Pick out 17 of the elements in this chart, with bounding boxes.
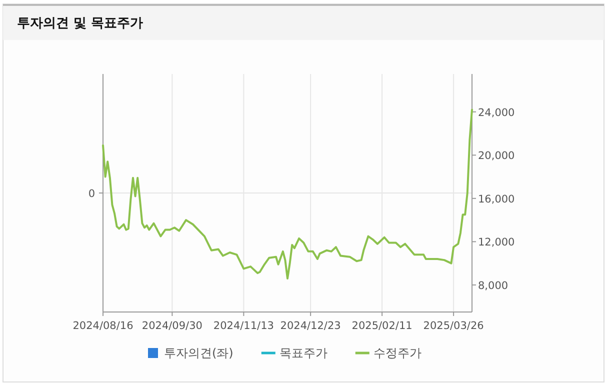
x-tick-label: 2024/09/30 [142, 320, 202, 332]
chart-title: 투자의견 및 목표주가 [17, 16, 144, 31]
x-tick-label: 2024/11/13 [213, 320, 274, 332]
x-tick-label: 2025/02/11 [352, 320, 412, 332]
legend-label: 투자의견(좌) [164, 346, 234, 360]
legend-label: 수정주가 [373, 346, 422, 360]
x-tick-label: 2024/12/23 [280, 320, 341, 332]
y2-tick-label: 16,000 [478, 193, 515, 206]
line-series [102, 108, 473, 280]
y2-tick-label: 8,000 [478, 280, 508, 292]
x-tick-label: 2025/03/26 [423, 320, 484, 332]
y2-tick-label: 12,000 [478, 236, 515, 249]
text: 0 [88, 188, 95, 200]
x-tick-label: 2024/08/16 [72, 320, 134, 332]
y2-tick-label: 24,000 [478, 106, 515, 119]
y2-tick-label: 20,000 [478, 150, 515, 162]
legend-label: 목표주가 [279, 346, 328, 360]
